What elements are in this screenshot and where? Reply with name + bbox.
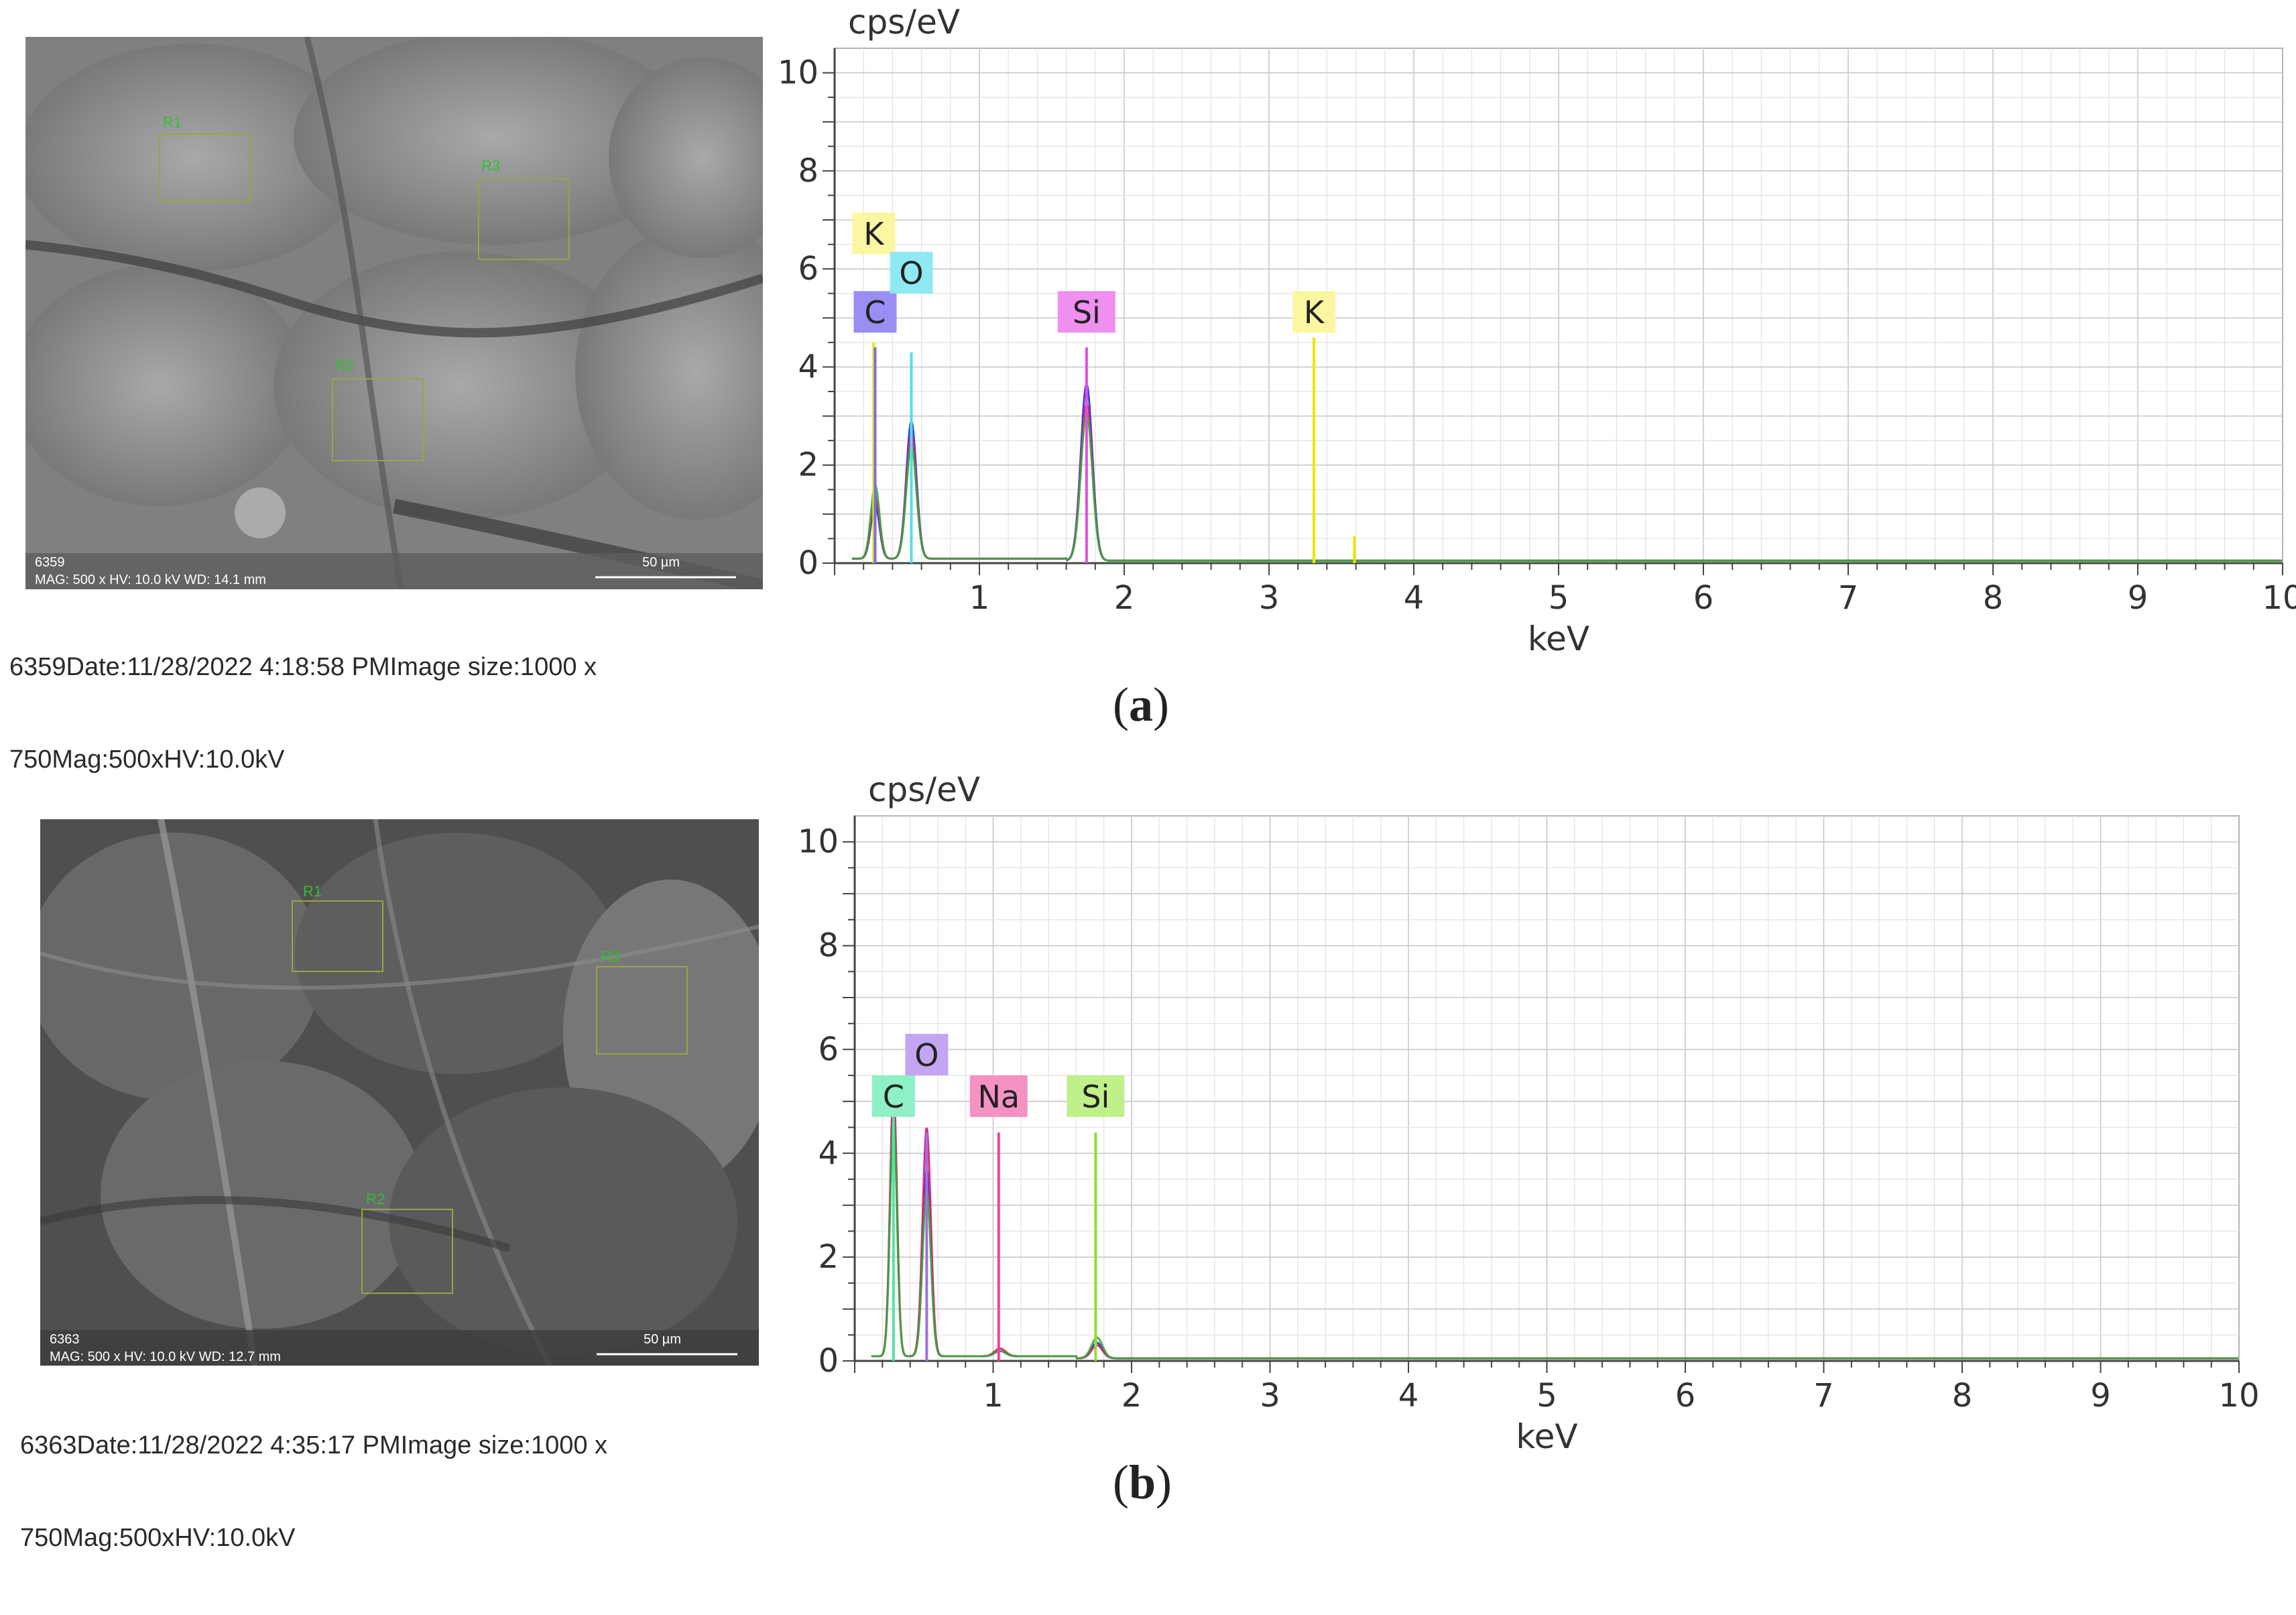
x-tick-label: 5 <box>1549 579 1569 617</box>
y-ticks: 0 2 4 6 8 10 <box>798 823 855 1380</box>
scale-bar-label: 50 µm <box>642 555 680 570</box>
region-label: R3 <box>601 948 619 965</box>
x-tick-label: 7 <box>1838 579 1859 617</box>
sem-id-text: 6363 <box>50 1332 80 1347</box>
element-markers: K CO Si K <box>852 213 1356 563</box>
x-tick-label: 1 <box>969 579 990 617</box>
chart-svg: 1 2 3 4 5 6 7 8 9 10 0 2 4 6 8 10 keV cps/eV K CO Si K <box>778 3 2296 658</box>
y-tick-label: 2 <box>818 1238 839 1276</box>
sem-caption-line2: 750Mag:500xHV:10.0kV <box>9 745 285 774</box>
y-axis-label: cps/eV <box>868 770 980 809</box>
y-tick-label: 2 <box>798 446 819 484</box>
region-label: R1 <box>303 883 322 900</box>
element-label: C <box>883 1079 904 1115</box>
y-tick-label: 10 <box>778 54 819 92</box>
y-tick-label: 4 <box>818 1134 839 1172</box>
panel-a: R1 R3 R2 6359 MAG: 500 x HV: 10.0 kV WD:… <box>0 0 2296 774</box>
x-tick-label: 9 <box>2090 1377 2111 1415</box>
y-tick-label: 6 <box>798 250 819 288</box>
y-tick-label: 10 <box>798 823 839 861</box>
sem-info-bar: MAG: 500 x HV: 10.0 kV WD: 12.7 mm <box>50 1350 281 1364</box>
x-tick-label: 3 <box>1260 1377 1280 1415</box>
x-tick-label: 9 <box>2128 579 2149 617</box>
element-label-box <box>905 1034 949 1076</box>
element-label-box <box>1067 1075 1125 1118</box>
y-axis-label: cps/eV <box>848 3 960 42</box>
x-ticks: 1 2 3 4 5 6 7 8 9 10 <box>854 1361 2260 1415</box>
element-label-box <box>1292 291 1335 333</box>
element-label-box <box>969 1075 1028 1118</box>
x-tick-label: 10 <box>2262 579 2296 617</box>
x-tick-label: 8 <box>1983 579 2004 617</box>
element-label: Na <box>977 1079 1020 1115</box>
sem-caption-line1: 6359Date:11/28/2022 4:18:58 PMImage size… <box>9 653 597 681</box>
eds-spectrum-chart-b: 1 2 3 4 5 6 7 8 9 10 0 2 4 6 8 10 keV cps/eV C O Na Si <box>798 770 2273 1456</box>
sem-image: R1 R3 R2 6359 MAG: 500 x HV: 10.0 kV WD:… <box>25 37 763 589</box>
panel-letter: a <box>1128 678 1153 731</box>
panel-label: (a) <box>1113 678 1169 731</box>
sem-image: R1 R3 R2 6363 MAG: 500 x HV: 10.0 kV WD:… <box>40 819 759 1366</box>
region-label: R2 <box>335 357 354 374</box>
panel-b: R1 R3 R2 6363 MAG: 500 x HV: 10.0 kV WD:… <box>0 761 2296 1552</box>
element-label-box <box>890 251 933 294</box>
eds-spectrum-chart-a: 1 2 3 4 5 6 7 8 9 10 0 2 4 6 8 10 keV cps/eV K C O Si K <box>778 3 2296 677</box>
element-label-box <box>852 213 896 255</box>
y-tick-label: 0 <box>798 544 819 582</box>
scale-bar-label: 50 µm <box>644 1332 681 1347</box>
element-label: K <box>1304 294 1325 331</box>
spectrum-series-3 <box>871 1117 2238 1360</box>
x-tick-label: 10 <box>2218 1377 2259 1415</box>
x-tick-label: 2 <box>1114 579 1135 617</box>
spectrum-series-3 <box>851 412 2282 562</box>
grid <box>835 48 2283 563</box>
sem-caption: 6359Date:11/28/2022 4:18:58 PMImage size… <box>9 590 597 837</box>
region-label: R1 <box>163 114 182 131</box>
x-tick-label: 5 <box>1536 1377 1557 1415</box>
element-label: C <box>864 294 886 331</box>
sem-caption: 6363Date:11/28/2022 4:35:17 PMImage size… <box>20 1368 607 1615</box>
region-label: R3 <box>481 158 500 174</box>
chart-svg: 1 2 3 4 5 6 7 8 9 10 0 2 4 6 8 10 keV cps/eV CO Na Si <box>798 770 2260 1456</box>
x-tick-label: 3 <box>1259 579 1280 617</box>
element-label: O <box>914 1037 939 1073</box>
sem-caption-line2: 750Mag:500xHV:10.0kV <box>20 1524 296 1552</box>
sem-micrograph: R1 R3 R2 6359 MAG: 500 x HV: 10.0 kV WD:… <box>25 37 763 589</box>
x-tick-label: 6 <box>1693 579 1714 617</box>
y-tick-label: 4 <box>798 348 819 385</box>
element-markers: CO Na Si <box>871 1034 1125 1361</box>
region-label: R2 <box>366 1191 385 1207</box>
y-tick-label: 8 <box>798 152 819 190</box>
sem-caption-line1: 6363Date:11/28/2022 4:35:17 PMImage size… <box>20 1431 608 1459</box>
x-axis-label: keV <box>1528 619 1589 658</box>
element-label-box <box>1057 291 1115 333</box>
element-label-box <box>871 1075 915 1118</box>
x-tick-label: 6 <box>1675 1377 1696 1415</box>
y-ticks: 0 2 4 6 8 10 <box>778 54 835 582</box>
x-tick-label: 4 <box>1398 1377 1419 1415</box>
x-tick-label: 8 <box>1952 1377 1973 1415</box>
element-label: O <box>899 255 923 292</box>
panel-label: (b) <box>1113 1455 1172 1509</box>
x-tick-label: 2 <box>1122 1377 1142 1415</box>
spectra <box>851 381 2282 562</box>
sem-info-bar: MAG: 500 x HV: 10.0 kV WD: 14.1 mm <box>35 573 266 587</box>
x-tick-label: 4 <box>1404 579 1425 617</box>
element-label: Si <box>1081 1079 1109 1115</box>
panel-letter: b <box>1128 1455 1156 1509</box>
element-label: K <box>863 216 885 252</box>
x-tick-label: 1 <box>983 1377 1004 1415</box>
sem-id-text: 6359 <box>35 555 65 570</box>
y-tick-label: 8 <box>818 927 839 965</box>
y-tick-label: 0 <box>818 1342 839 1380</box>
y-tick-label: 6 <box>818 1030 839 1068</box>
element-label-box <box>853 291 897 333</box>
spectra <box>871 1086 2238 1360</box>
sem-micrograph: R1 R3 R2 6363 MAG: 500 x HV: 10.0 kV WD:… <box>40 819 759 1366</box>
x-tick-label: 7 <box>1813 1377 1834 1415</box>
x-ticks: 1 2 3 4 5 6 7 8 9 10 <box>834 563 2296 617</box>
x-axis-label: keV <box>1516 1417 1577 1456</box>
element-label: Si <box>1073 294 1101 331</box>
